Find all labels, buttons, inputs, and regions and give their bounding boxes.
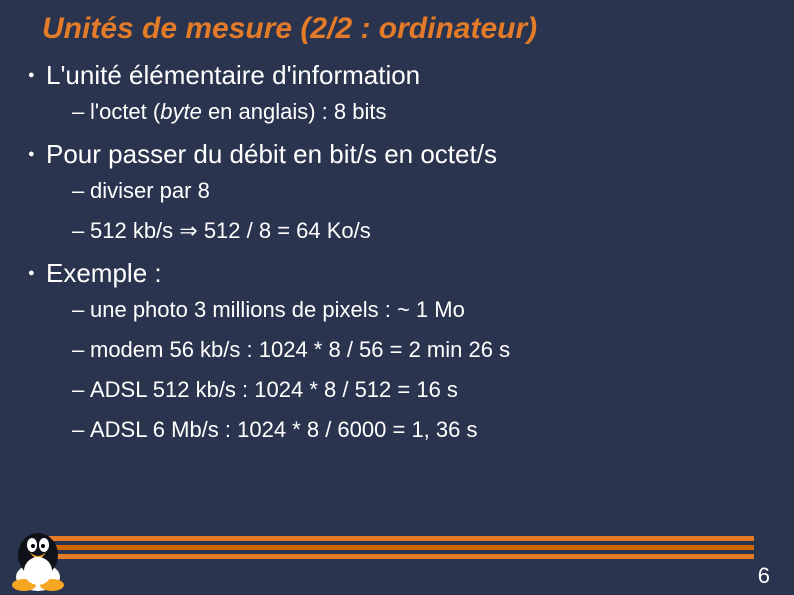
bullet-1-sub: l'octet (byte en anglais) : 8 bits <box>72 99 770 125</box>
bullet-2-sub: diviser par 8 512 kb/s ⇒ 512 / 8 = 64 Ko… <box>72 178 770 244</box>
bullet-list: L'unité élémentaire d'information l'octe… <box>28 60 770 443</box>
bullet-3-3: ADSL 512 kb/s : 1024 * 8 / 512 = 16 s <box>72 377 770 403</box>
bullet-3-3-text: ADSL 512 kb/s : 1024 * 8 / 512 = 16 s <box>90 377 458 402</box>
bullet-2-2: 512 kb/s ⇒ 512 / 8 = 64 Ko/s <box>72 218 770 244</box>
bullet-3-4: ADSL 6 Mb/s : 1024 * 8 / 6000 = 1, 36 s <box>72 417 770 443</box>
footer-bar-1 <box>40 536 754 541</box>
bullet-3-1: une photo 3 millions de pixels : ~ 1 Mo <box>72 297 770 323</box>
bullet-2: Pour passer du débit en bit/s en octet/s… <box>28 139 770 244</box>
bullet-1: L'unité élémentaire d'information l'octe… <box>28 60 770 125</box>
bullet-3-sub: une photo 3 millions de pixels : ~ 1 Mo … <box>72 297 770 443</box>
slide-title: Unités de mesure (2/2 : ordinateur) <box>42 12 770 46</box>
bullet-1-1: l'octet (byte en anglais) : 8 bits <box>72 99 770 125</box>
bullet-3-2: modem 56 kb/s : 1024 * 8 / 56 = 2 min 26… <box>72 337 770 363</box>
bullet-3-text: Exemple : <box>46 258 162 288</box>
footer-bar-2 <box>40 545 754 550</box>
page-number: 6 <box>758 563 770 589</box>
bullet-2-2-text: 512 kb/s ⇒ 512 / 8 = 64 Ko/s <box>90 218 371 243</box>
footer-bars <box>40 532 754 559</box>
bullet-3-4-text: ADSL 6 Mb/s : 1024 * 8 / 6000 = 1, 36 s <box>90 417 477 442</box>
bullet-1-1-b: byte <box>160 99 202 124</box>
bullet-3-1-text: une photo 3 millions de pixels : ~ 1 Mo <box>90 297 465 322</box>
footer-bar-3 <box>40 554 754 559</box>
slide: Unités de mesure (2/2 : ordinateur) L'un… <box>0 0 794 595</box>
tux-icon <box>6 529 70 593</box>
bullet-1-1-c: en anglais) : 8 bits <box>202 99 387 124</box>
slide-footer: 6 <box>0 525 794 595</box>
bullet-3-2-text: modem 56 kb/s : 1024 * 8 / 56 = 2 min 26… <box>90 337 510 362</box>
bullet-2-text: Pour passer du débit en bit/s en octet/s <box>46 139 497 169</box>
bullet-2-1: diviser par 8 <box>72 178 770 204</box>
bullet-2-1-text: diviser par 8 <box>90 178 210 203</box>
bullet-1-text: L'unité élémentaire d'information <box>46 60 420 90</box>
bullet-3: Exemple : une photo 3 millions de pixels… <box>28 258 770 443</box>
bullet-1-1-a: l'octet ( <box>90 99 160 124</box>
